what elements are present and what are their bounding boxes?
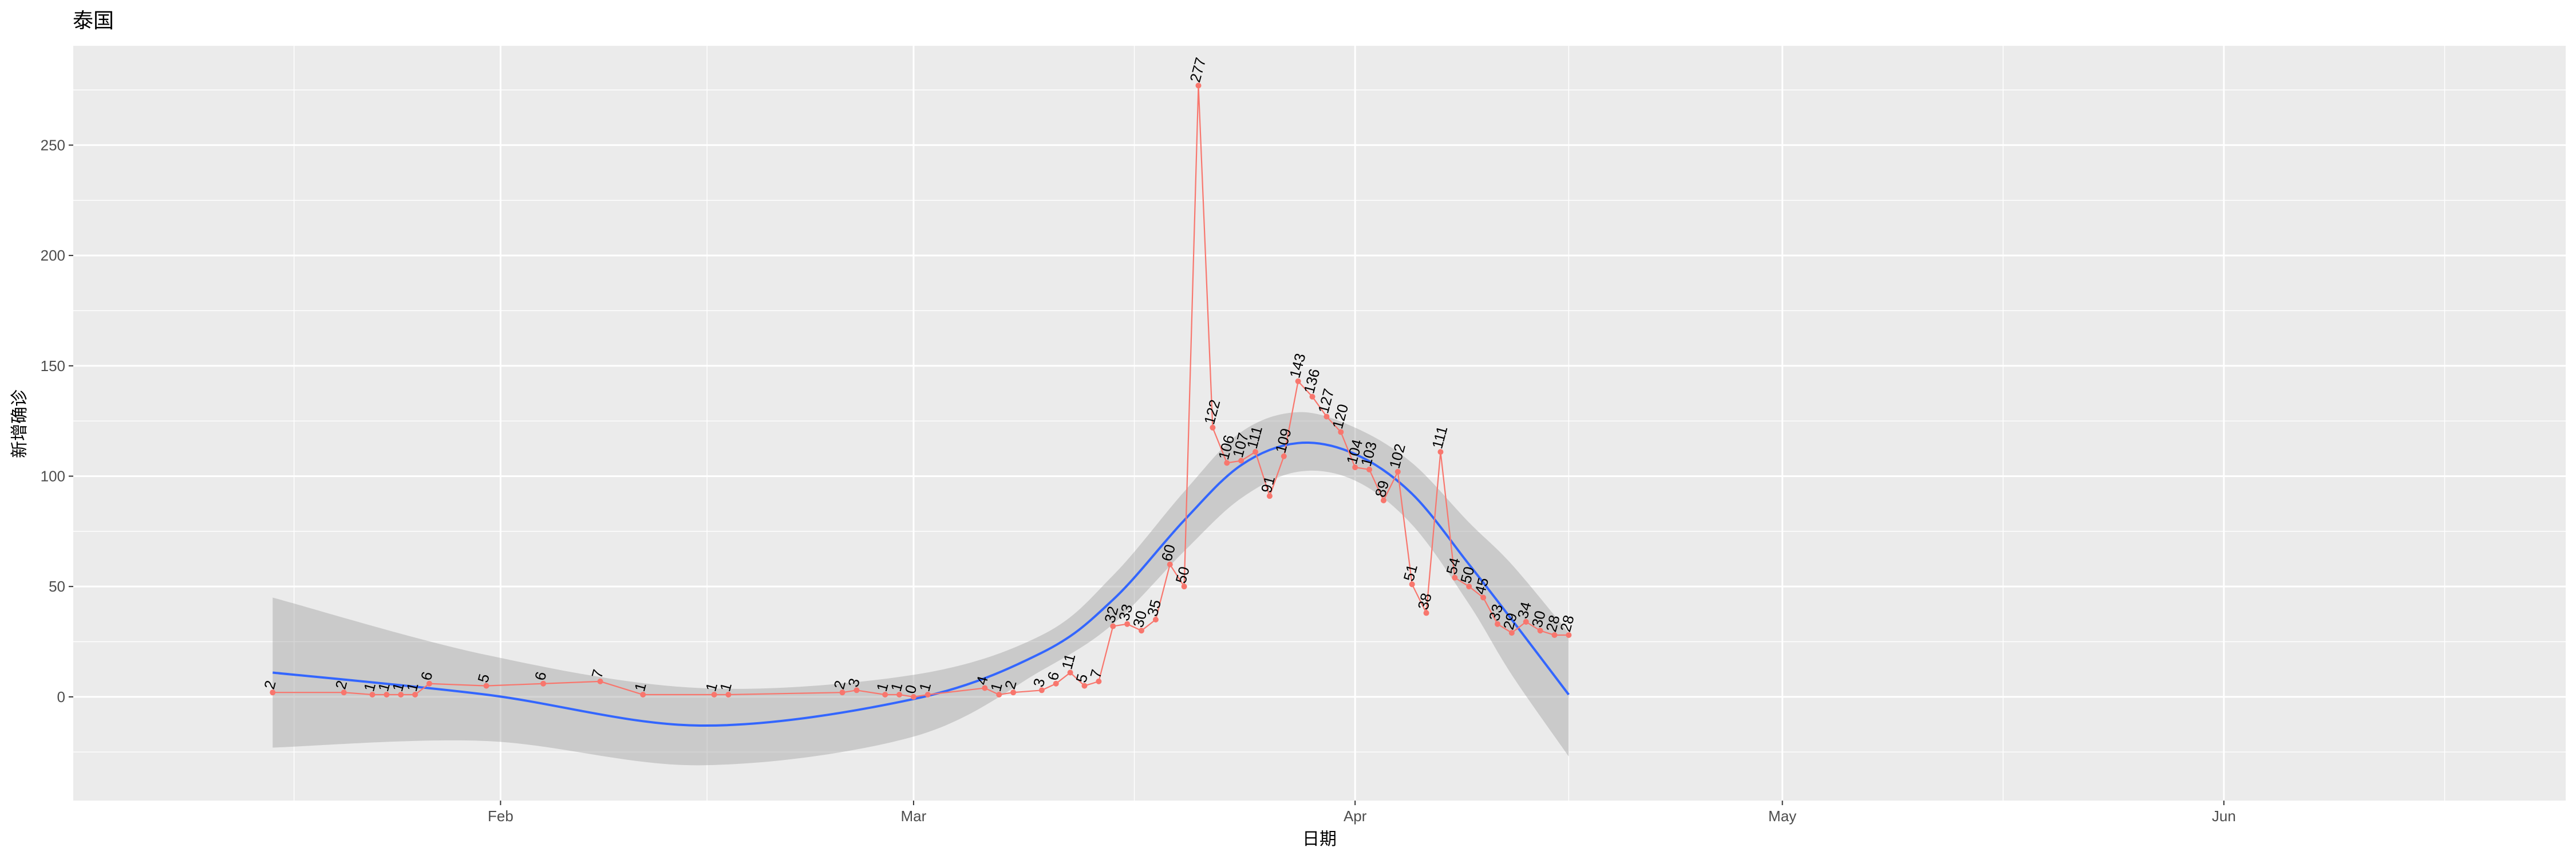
data-point	[384, 692, 390, 698]
data-point	[711, 692, 717, 698]
data-point	[924, 692, 931, 698]
data-point	[398, 692, 404, 698]
data-point	[1010, 689, 1017, 696]
data-point	[1139, 628, 1144, 634]
data-point	[996, 692, 1002, 698]
data-point	[1081, 683, 1088, 689]
data-point	[1110, 623, 1116, 629]
data-points	[270, 82, 1572, 700]
data-point	[1423, 610, 1429, 616]
data-point	[725, 692, 732, 698]
data-point	[1551, 632, 1558, 638]
data-point	[1566, 632, 1572, 638]
data-point	[1523, 618, 1529, 625]
data-point	[412, 692, 418, 698]
data-point	[839, 689, 846, 696]
y-axis-title: 新增确诊	[10, 389, 30, 458]
data-point	[1394, 468, 1401, 475]
data-point	[1053, 680, 1059, 687]
data-point	[540, 680, 547, 687]
smooth-ribbon	[272, 412, 1569, 766]
data-point	[1067, 669, 1073, 676]
data-point	[1167, 561, 1173, 568]
data-point	[640, 692, 646, 698]
data-point	[1238, 458, 1244, 464]
data-point	[597, 678, 603, 684]
data-point	[1253, 449, 1259, 455]
data-point	[1466, 584, 1472, 590]
data-point	[1309, 393, 1315, 400]
data-point	[896, 692, 903, 698]
plot-panel	[73, 46, 2566, 801]
data-point	[1295, 378, 1301, 384]
data-point	[1096, 678, 1102, 684]
data-point	[1181, 584, 1187, 590]
smooth-line	[272, 441, 1570, 727]
data-point	[1366, 466, 1373, 472]
data-point	[341, 689, 347, 696]
data-point	[1323, 413, 1330, 420]
data-point	[1409, 581, 1415, 588]
data-point	[1508, 630, 1515, 636]
data-point	[483, 683, 489, 689]
data-point	[1038, 687, 1045, 693]
data-point	[882, 692, 888, 698]
y-tick-label: 50	[49, 578, 65, 595]
data-point	[369, 692, 376, 698]
grid-minor	[73, 46, 2566, 801]
y-tick-label: 150	[41, 357, 65, 375]
data-point	[270, 689, 276, 696]
data-point	[1195, 82, 1202, 89]
data-point	[1281, 453, 1287, 459]
x-tick-label: Feb	[488, 807, 513, 825]
data-point	[1352, 464, 1358, 471]
data-point	[1338, 429, 1344, 435]
y-axis: 0 50 100 150 200 250	[41, 136, 73, 706]
data-point	[1537, 628, 1543, 634]
data-point	[1437, 449, 1444, 455]
y-tick-label: 0	[57, 688, 65, 706]
series-line	[272, 85, 1569, 698]
data-point	[1495, 621, 1500, 627]
data-point	[1266, 493, 1273, 499]
x-tick-label: Jun	[2212, 807, 2236, 825]
chart-title: 泰国	[73, 9, 114, 33]
y-tick-label: 100	[41, 467, 65, 484]
data-point	[1224, 460, 1230, 466]
y-tick-label: 200	[41, 247, 65, 264]
data-point	[1380, 497, 1386, 503]
data-point	[1210, 424, 1216, 431]
x-tick-label: Mar	[901, 807, 927, 825]
y-tick-label: 250	[41, 136, 65, 153]
data-point	[854, 687, 860, 693]
data-point	[1124, 621, 1131, 627]
x-tick-label: May	[1768, 807, 1796, 825]
grid-major	[73, 46, 2566, 801]
data-point	[982, 685, 988, 691]
data-point	[426, 680, 432, 687]
data-point	[910, 693, 916, 700]
data-point	[1480, 594, 1487, 601]
data-point	[1152, 616, 1159, 622]
x-axis: Feb Mar Apr May Jun	[488, 801, 2236, 825]
x-tick-label: Apr	[1344, 807, 1367, 825]
x-axis-title: 日期	[1302, 829, 1337, 849]
data-point	[1452, 574, 1458, 581]
